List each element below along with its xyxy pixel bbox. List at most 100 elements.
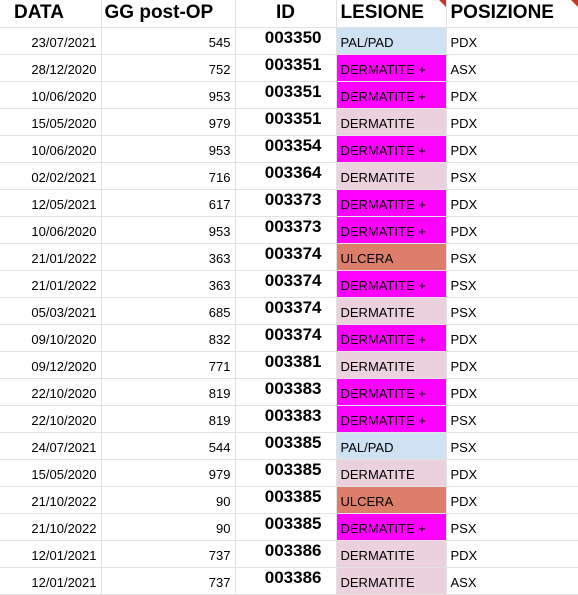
cell-posizione[interactable]: PSX (446, 270, 578, 298)
cell-gg-post-op[interactable]: 685 (101, 297, 236, 325)
cell-lesione[interactable]: ULCERA (336, 486, 447, 514)
cell-gg-post-op[interactable]: 953 (101, 216, 236, 244)
cell-gg-post-op[interactable]: 819 (101, 378, 236, 406)
cell-gg-post-op[interactable]: 544 (101, 432, 236, 460)
cell-data[interactable]: 24/07/2021 (0, 432, 102, 460)
cell-data[interactable]: 12/05/2021 (0, 189, 102, 217)
cell-data[interactable]: 21/10/2022 (0, 486, 102, 514)
cell-posizione[interactable]: PDX (446, 459, 578, 487)
cell-data[interactable]: 21/01/2022 (0, 243, 102, 271)
cell-id[interactable]: 003373 (235, 216, 337, 244)
cell-lesione[interactable]: DERMATITE + (336, 216, 447, 244)
cell-posizione[interactable]: PDX (446, 378, 578, 406)
cell-id[interactable]: 003385 (235, 432, 337, 460)
cell-id[interactable]: 003364 (235, 162, 337, 190)
cell-data[interactable]: 05/03/2021 (0, 297, 102, 325)
cell-gg-post-op[interactable]: 737 (101, 540, 236, 568)
cell-data[interactable]: 02/02/2021 (0, 162, 102, 190)
cell-data[interactable]: 10/06/2020 (0, 135, 102, 163)
cell-data[interactable]: 12/01/2021 (0, 540, 102, 568)
cell-gg-post-op[interactable]: 979 (101, 459, 236, 487)
cell-id[interactable]: 003373 (235, 189, 337, 217)
cell-lesione[interactable]: DERMATITE + (336, 378, 447, 406)
cell-id[interactable]: 003386 (235, 567, 337, 595)
cell-data[interactable]: 21/01/2022 (0, 270, 102, 298)
cell-id[interactable]: 003351 (235, 81, 337, 109)
cell-lesione[interactable]: DERMATITE + (336, 81, 447, 109)
cell-id[interactable]: 003383 (235, 405, 337, 433)
cell-posizione[interactable]: ASX (446, 567, 578, 595)
cell-posizione[interactable]: PDX (446, 216, 578, 244)
cell-lesione[interactable]: DERMATITE + (336, 270, 447, 298)
cell-gg-post-op[interactable]: 617 (101, 189, 236, 217)
cell-posizione[interactable]: PSX (446, 432, 578, 460)
cell-lesione[interactable]: PAL/PAD (336, 27, 447, 55)
cell-data[interactable]: 09/10/2020 (0, 324, 102, 352)
cell-id[interactable]: 003383 (235, 378, 337, 406)
cell-data[interactable]: 10/06/2020 (0, 81, 102, 109)
cell-lesione[interactable]: DERMATITE (336, 108, 447, 136)
cell-lesione[interactable]: DERMATITE (336, 162, 447, 190)
cell-id[interactable]: 003374 (235, 243, 337, 271)
cell-posizione[interactable]: PSX (446, 405, 578, 433)
cell-gg-post-op[interactable]: 752 (101, 54, 236, 82)
cell-gg-post-op[interactable]: 90 (101, 486, 236, 514)
cell-posizione[interactable]: PDX (446, 27, 578, 55)
cell-lesione[interactable]: DERMATITE + (336, 513, 447, 541)
cell-data[interactable]: 23/07/2021 (0, 27, 102, 55)
cell-gg-post-op[interactable]: 953 (101, 135, 236, 163)
cell-gg-post-op[interactable]: 363 (101, 270, 236, 298)
cell-posizione[interactable]: PSX (446, 297, 578, 325)
cell-gg-post-op[interactable]: 716 (101, 162, 236, 190)
cell-gg-post-op[interactable]: 363 (101, 243, 236, 271)
column-header-gg-post-op[interactable]: GG post-OP (101, 0, 236, 28)
cell-data[interactable]: 09/12/2020 (0, 351, 102, 379)
cell-id[interactable]: 003374 (235, 297, 337, 325)
cell-lesione[interactable]: DERMATITE (336, 297, 447, 325)
cell-data[interactable]: 12/01/2021 (0, 567, 102, 595)
cell-lesione[interactable]: PAL/PAD (336, 432, 447, 460)
cell-posizione[interactable]: PDX (446, 81, 578, 109)
cell-lesione[interactable]: DERMATITE + (336, 189, 447, 217)
cell-id[interactable]: 003374 (235, 270, 337, 298)
cell-gg-post-op[interactable]: 819 (101, 405, 236, 433)
cell-posizione[interactable]: PDX (446, 135, 578, 163)
cell-lesione[interactable]: DERMATITE + (336, 135, 447, 163)
cell-posizione[interactable]: PDX (446, 351, 578, 379)
cell-lesione[interactable]: DERMATITE + (336, 54, 447, 82)
column-header-id[interactable]: ID (235, 0, 337, 28)
cell-id[interactable]: 003381 (235, 351, 337, 379)
cell-lesione[interactable]: DERMATITE + (336, 405, 447, 433)
cell-posizione[interactable]: PSX (446, 162, 578, 190)
cell-gg-post-op[interactable]: 979 (101, 108, 236, 136)
cell-data[interactable]: 15/05/2020 (0, 459, 102, 487)
cell-data[interactable]: 21/10/2022 (0, 513, 102, 541)
cell-data[interactable]: 10/06/2020 (0, 216, 102, 244)
cell-lesione[interactable]: DERMATITE + (336, 324, 447, 352)
column-header-posizione[interactable]: POSIZIONE (446, 0, 578, 28)
cell-posizione[interactable]: PDX (446, 189, 578, 217)
cell-lesione[interactable]: DERMATITE (336, 567, 447, 595)
cell-posizione[interactable]: PDX (446, 540, 578, 568)
cell-lesione[interactable]: DERMATITE (336, 540, 447, 568)
cell-id[interactable]: 003351 (235, 54, 337, 82)
cell-id[interactable]: 003385 (235, 513, 337, 541)
cell-posizione[interactable]: PSX (446, 243, 578, 271)
cell-data[interactable]: 28/12/2020 (0, 54, 102, 82)
cell-posizione[interactable]: ASX (446, 54, 578, 82)
cell-id[interactable]: 003385 (235, 459, 337, 487)
cell-lesione[interactable]: ULCERA (336, 243, 447, 271)
cell-gg-post-op[interactable]: 832 (101, 324, 236, 352)
cell-id[interactable]: 003354 (235, 135, 337, 163)
cell-data[interactable]: 15/05/2020 (0, 108, 102, 136)
cell-gg-post-op[interactable]: 545 (101, 27, 236, 55)
cell-id[interactable]: 003385 (235, 486, 337, 514)
cell-gg-post-op[interactable]: 90 (101, 513, 236, 541)
cell-lesione[interactable]: DERMATITE (336, 351, 447, 379)
cell-id[interactable]: 003374 (235, 324, 337, 352)
cell-id[interactable]: 003350 (235, 27, 337, 55)
cell-posizione[interactable]: PDX (446, 486, 578, 514)
cell-posizione[interactable]: PSX (446, 513, 578, 541)
cell-gg-post-op[interactable]: 737 (101, 567, 236, 595)
cell-data[interactable]: 22/10/2020 (0, 405, 102, 433)
